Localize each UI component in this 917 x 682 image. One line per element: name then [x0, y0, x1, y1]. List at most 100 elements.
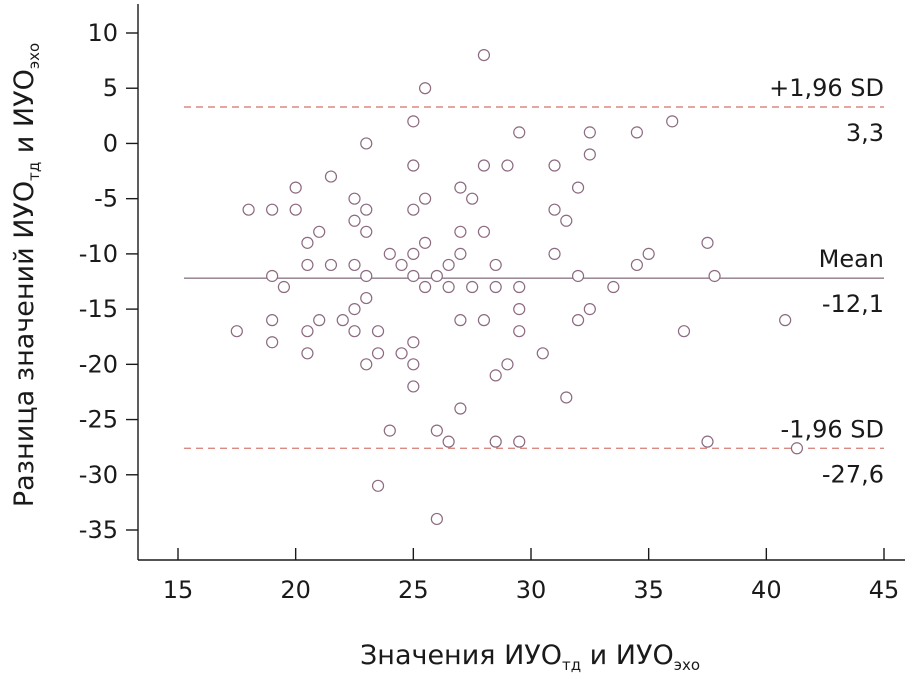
data-point	[701, 435, 714, 448]
data-point	[360, 269, 373, 283]
data-point	[348, 214, 361, 227]
data-point	[360, 291, 373, 305]
data-point	[607, 280, 620, 294]
data-point	[548, 159, 561, 172]
data-point	[548, 203, 561, 216]
y-tick-label: -10	[79, 240, 118, 268]
data-point	[454, 247, 467, 260]
data-point	[360, 203, 373, 216]
data-point	[501, 159, 514, 172]
data-point	[277, 280, 290, 294]
data-point	[489, 369, 502, 382]
data-point	[454, 402, 467, 415]
data-point	[301, 258, 314, 272]
y-tick-label: 10	[87, 19, 118, 47]
mean-value: -12,1	[822, 290, 884, 318]
data-point	[779, 314, 792, 327]
data-point	[266, 336, 279, 349]
data-point	[419, 280, 432, 294]
data-point	[419, 192, 432, 205]
y-tick-label: -25	[79, 406, 118, 434]
data-point	[701, 236, 714, 249]
x-tick-label: 40	[751, 576, 782, 604]
x-tick-label: 35	[633, 576, 664, 604]
data-point	[583, 126, 596, 139]
data-point	[536, 347, 549, 360]
data-point	[466, 192, 479, 205]
data-point	[708, 269, 721, 283]
data-point	[301, 347, 314, 360]
data-point	[513, 280, 526, 294]
data-point	[395, 347, 408, 360]
data-point	[407, 115, 420, 128]
data-point	[242, 203, 255, 216]
data-point	[501, 358, 514, 371]
data-point	[430, 269, 443, 283]
data-point	[289, 181, 302, 194]
axes	[137, 4, 905, 561]
upper-loa-label: +1,96 SD	[769, 74, 884, 102]
data-point	[477, 225, 491, 238]
data-point	[336, 314, 349, 327]
data-point	[513, 325, 526, 338]
data-point	[583, 303, 596, 316]
data-point	[442, 435, 455, 448]
y-tick-label: -35	[79, 516, 118, 544]
data-point	[301, 325, 314, 338]
data-point	[548, 247, 561, 260]
data-point	[301, 236, 314, 249]
data-point	[348, 258, 361, 272]
y-tick-label: -5	[94, 185, 118, 213]
data-point	[348, 325, 361, 338]
y-tick-label: -20	[79, 350, 118, 378]
data-point	[477, 159, 491, 172]
data-point	[442, 280, 455, 294]
data-point	[324, 258, 338, 272]
data-point	[442, 258, 455, 272]
data-point	[360, 225, 373, 238]
mean-label: Mean	[819, 245, 884, 273]
data-point	[430, 512, 443, 526]
data-points	[230, 48, 804, 526]
data-point	[266, 314, 279, 327]
data-point	[407, 380, 420, 393]
data-point	[466, 280, 479, 294]
data-point	[513, 435, 526, 448]
x-axis-title: Значения ИУОтд и ИУОэхо	[360, 640, 700, 674]
data-point	[642, 247, 655, 260]
data-point	[324, 170, 338, 183]
data-point	[630, 258, 644, 272]
x-tick-label: 20	[280, 576, 311, 604]
y-tick-label: 5	[103, 74, 118, 102]
data-point	[477, 48, 491, 62]
data-point	[571, 269, 585, 283]
data-point	[289, 203, 302, 216]
data-point	[489, 435, 502, 448]
data-point	[371, 325, 385, 338]
data-point	[489, 280, 502, 294]
upper-loa-value: 3,3	[846, 119, 884, 147]
data-point	[383, 424, 396, 437]
reference-lines	[184, 106, 884, 449]
data-point	[583, 148, 596, 161]
data-point	[513, 303, 526, 316]
data-point	[677, 325, 691, 338]
data-point	[454, 181, 467, 194]
data-point	[371, 347, 385, 360]
data-point	[489, 258, 502, 272]
x-tick-label: 30	[516, 576, 547, 604]
data-point	[560, 214, 573, 227]
data-point	[407, 203, 420, 216]
data-point	[348, 192, 361, 205]
data-point	[360, 137, 373, 150]
data-point	[407, 358, 420, 371]
data-point	[419, 82, 432, 95]
data-point	[454, 314, 467, 327]
ticks: 10 5 0 -5 -10 -15 -20 -25 -30 -35 15 20 25 30 35 40 45	[79, 19, 899, 604]
y-tick-label: -15	[79, 295, 118, 323]
y-tick-label: -30	[79, 461, 118, 489]
data-point	[571, 314, 585, 327]
data-point	[395, 258, 408, 272]
data-point	[454, 225, 467, 238]
lower-loa-label: -1,96 SD	[781, 415, 884, 443]
